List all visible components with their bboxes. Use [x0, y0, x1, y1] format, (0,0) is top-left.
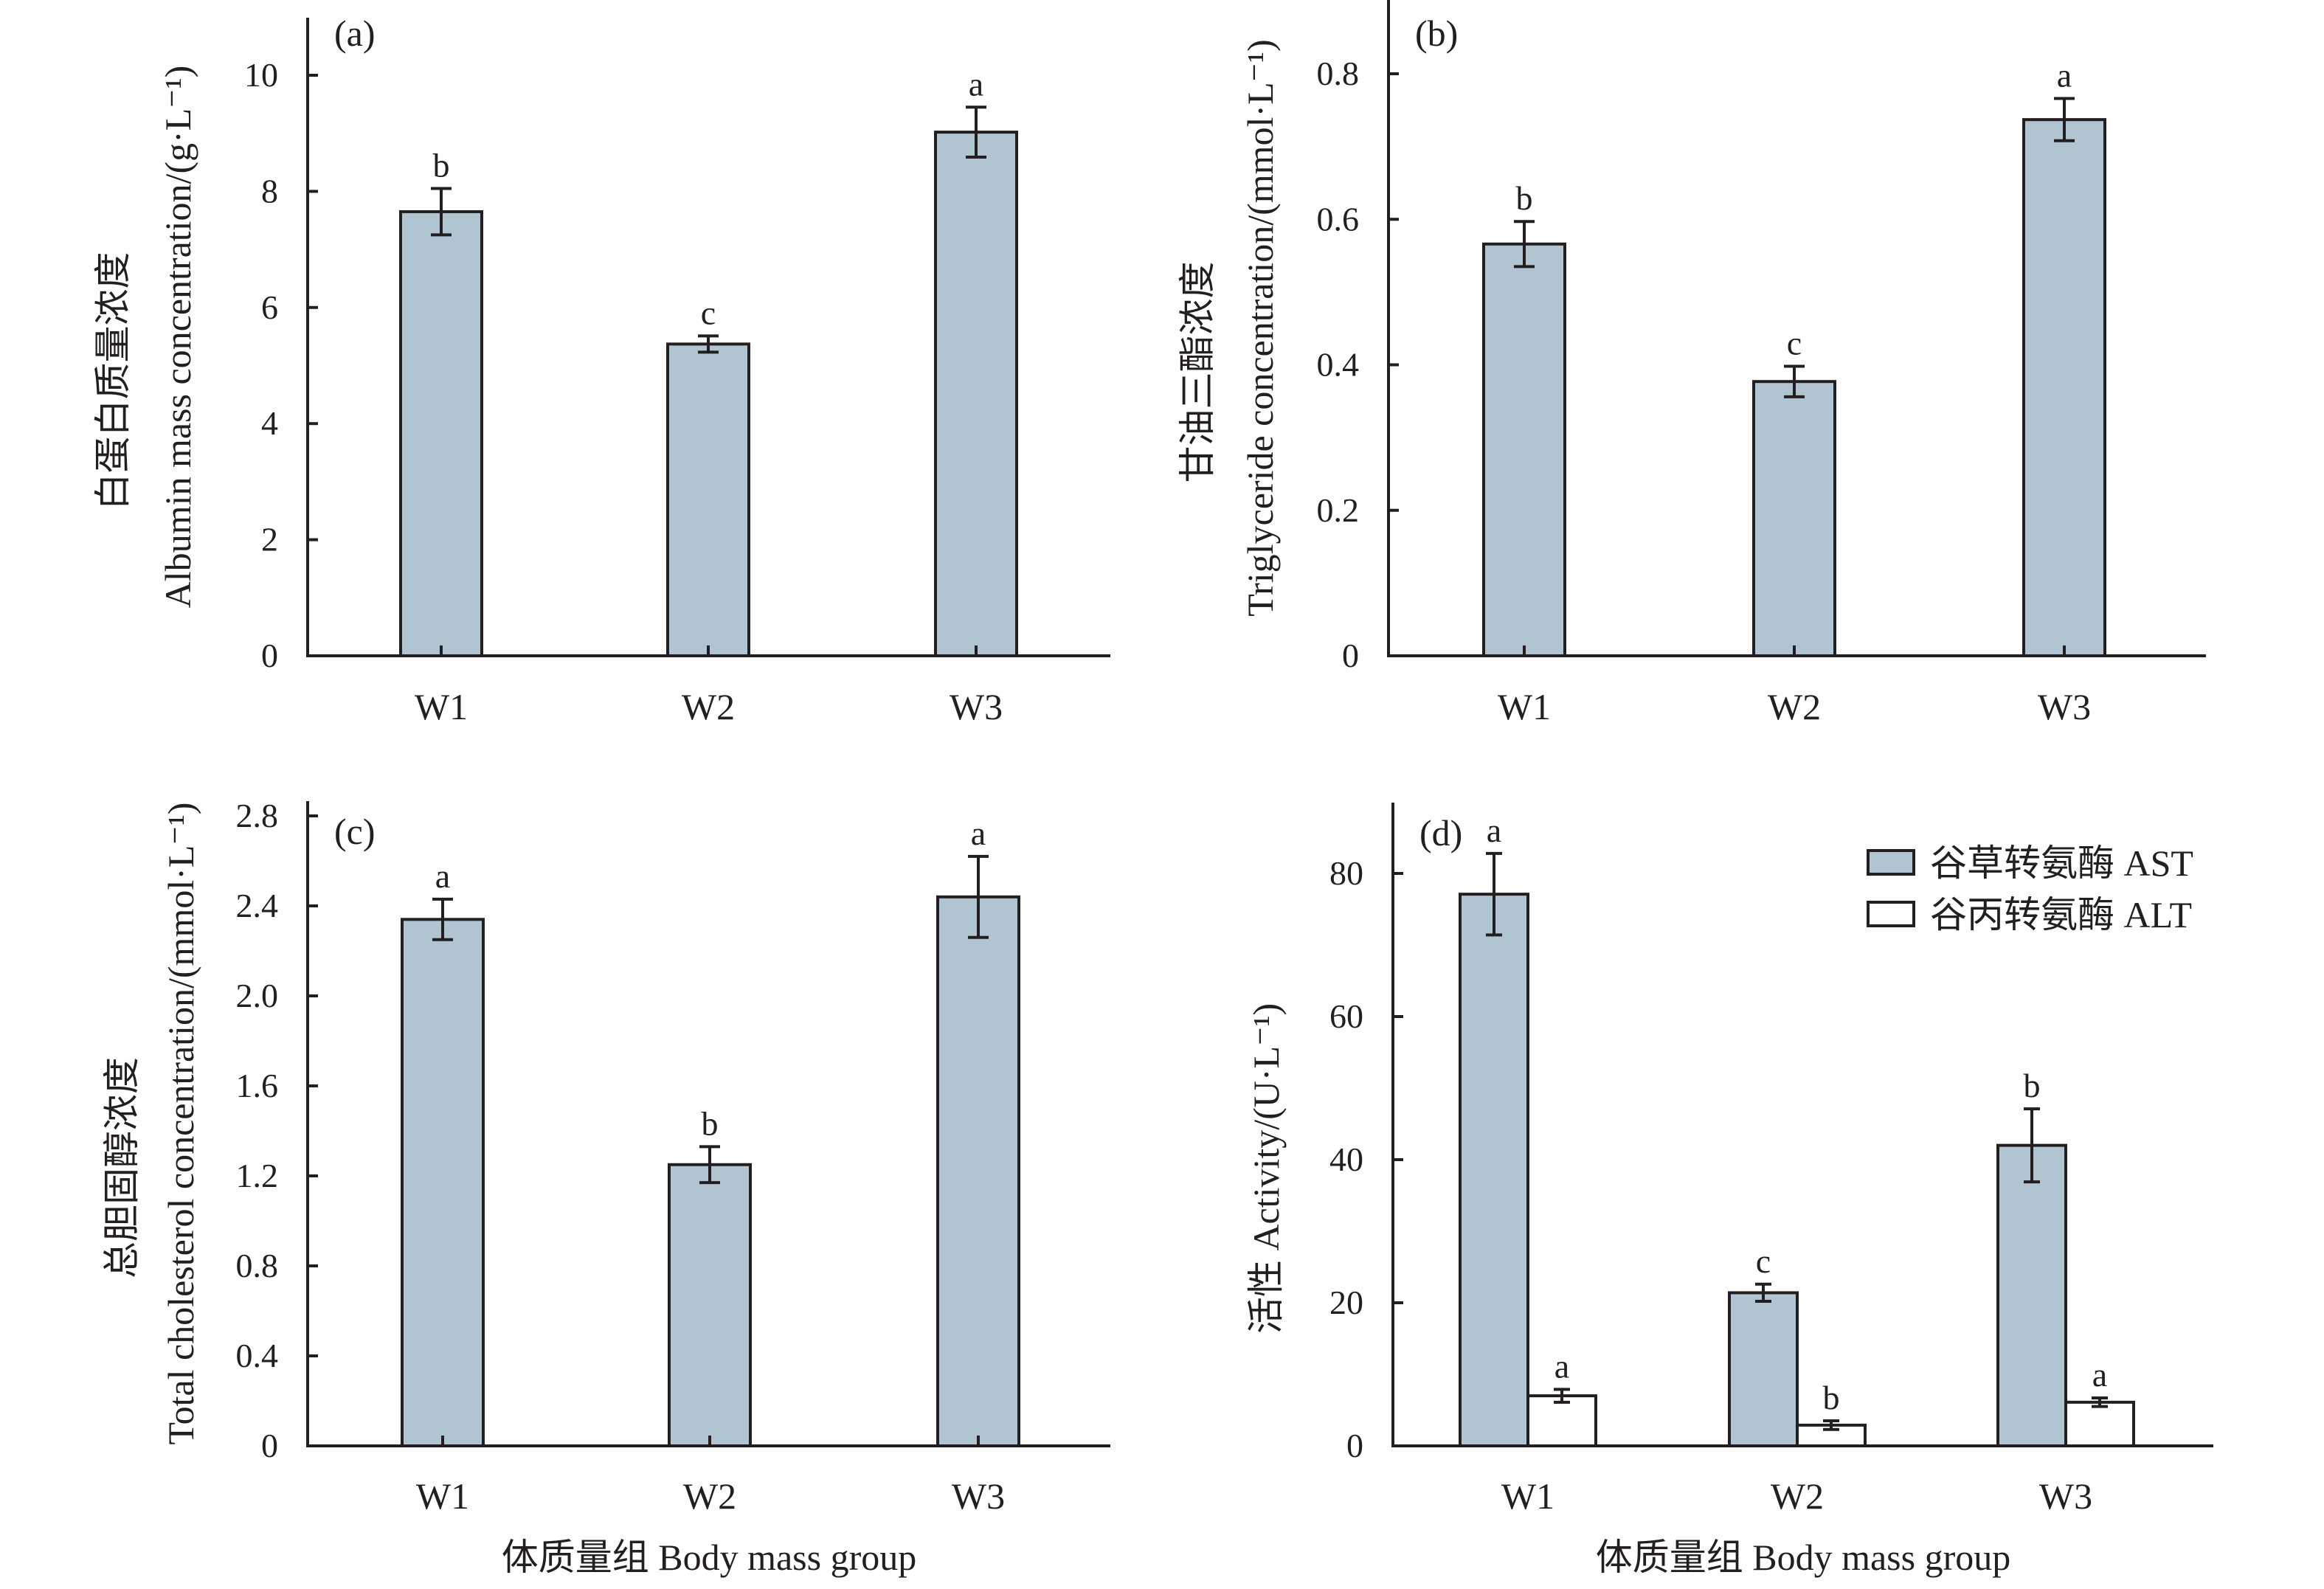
- bar: [668, 1163, 752, 1447]
- legend-label: 谷草转氨酶 AST: [1930, 842, 2193, 884]
- bar: [1482, 242, 1566, 658]
- y-axis-title-cn: 白蛋白质量浓度: [92, 252, 134, 510]
- x-tick-label: W3: [950, 686, 1003, 727]
- y-tick-label: 2: [261, 521, 278, 558]
- y-tick-label: 8: [261, 172, 278, 210]
- significance-label: a: [1487, 811, 1501, 849]
- bar: [1752, 380, 1836, 658]
- y-tick-label: 10: [244, 56, 278, 94]
- y-tick-label: 0.8: [1317, 55, 1360, 92]
- bar: [1459, 893, 1529, 1447]
- bar: [1996, 1143, 2067, 1447]
- significance-label: c: [1787, 324, 1802, 361]
- y-tick-label: 0.6: [1317, 200, 1360, 238]
- significance-label: c: [701, 294, 716, 331]
- x-tick-label: W1: [415, 686, 468, 727]
- panel-a: 0 2 4 6 8 10 (a) 白蛋白质量浓度 Albumin mass concentrat…: [92, 13, 1110, 727]
- significance-label: c: [1756, 1242, 1771, 1280]
- x-tick-label: W2: [683, 1475, 736, 1517]
- bar: [1728, 1291, 1799, 1448]
- panel-d: 0 20 40 60 80 (d) 活性 Activity/(U·L⁻¹) W1 W2 W3 体质量…: [1245, 803, 2213, 1578]
- y-tick-label: 0: [261, 1427, 278, 1464]
- significance-label: a: [971, 814, 986, 852]
- y-axis-title-cn: 总胆固醇浓度: [101, 1057, 142, 1278]
- legend: 谷草转氨酶 AST 谷丙转氨酶 ALT: [1867, 842, 2193, 935]
- y-axis-title-en: Albumin mass concentration/(g·L⁻¹): [157, 66, 198, 609]
- bar: [666, 342, 750, 657]
- x-tick-label: W2: [1768, 686, 1821, 727]
- x-tick-label: W1: [416, 1475, 469, 1517]
- legend-swatch: [1867, 849, 1915, 876]
- y-tick-label: 20: [1329, 1284, 1363, 1321]
- y-tick-label: 80: [1329, 854, 1363, 892]
- panel-label: (c): [334, 811, 376, 852]
- y-axis-title-cn: 甘油三酯浓度: [1177, 262, 1218, 483]
- bar: [2064, 1400, 2135, 1447]
- y-tick-label: 0.2: [1317, 491, 1360, 529]
- y-tick-label: 0.4: [1317, 346, 1360, 384]
- significance-label: a: [1554, 1347, 1569, 1385]
- y-tick-label: 1.6: [236, 1067, 279, 1104]
- significance-label: a: [2092, 1356, 2107, 1394]
- x-tick-label: W1: [1498, 686, 1551, 727]
- y-tick-label: 40: [1329, 1140, 1363, 1178]
- y-tick-label: 6: [261, 288, 278, 326]
- significance-label: a: [2057, 57, 2072, 94]
- x-axis-title: 体质量组 Body mass group: [502, 1537, 917, 1578]
- y-axis-title-en: Activity/(U·L⁻¹): [1245, 1003, 1287, 1251]
- panel-label: (b): [1415, 13, 1458, 54]
- y-tick-label: 4: [261, 404, 278, 442]
- panel-c: 0 0.4 0.8 1.2 1.6 2.0 2.4 2.8 (c) 总胆固醇浓度 Total cho…: [101, 797, 1110, 1578]
- y-tick-label: 1.2: [236, 1157, 279, 1194]
- bar: [2022, 118, 2106, 658]
- y-tick-label: 0: [1346, 1427, 1363, 1464]
- x-tick-label: W3: [2038, 686, 2091, 727]
- significance-label: b: [702, 1104, 719, 1142]
- significance-label: b: [2024, 1067, 2041, 1104]
- legend-swatch: [1867, 901, 1915, 927]
- y-axis-title: 活性 Activity/(U·L⁻¹): [1245, 1003, 1287, 1334]
- x-tick-label: W3: [952, 1475, 1005, 1517]
- panel-b: 0 0.2 0.4 0.6 0.8 (b) 甘油三酯浓度 Triglyceride conce…: [1177, 0, 2206, 727]
- y-axis-title-en: Total cholesterol concentration/(mmol·L⁻…: [160, 803, 201, 1445]
- y-tick-label: 0.8: [236, 1247, 279, 1284]
- y-tick-label: 0: [261, 637, 278, 674]
- bar: [936, 895, 1020, 1448]
- bar: [399, 210, 483, 657]
- panel-label: (a): [334, 13, 376, 54]
- y-axis-title-en: Triglyceride concentration/(mmol·L⁻¹): [1239, 39, 1281, 616]
- y-tick-label: 2.4: [236, 887, 279, 924]
- significance-label: b: [1823, 1379, 1840, 1416]
- y-tick-label: 0: [1342, 637, 1359, 674]
- legend-label: 谷丙转氨酶 ALT: [1930, 894, 2192, 935]
- panel-label: (d): [1419, 812, 1462, 854]
- x-tick-label: W1: [1501, 1475, 1554, 1517]
- significance-label: b: [433, 146, 450, 184]
- x-tick-label: W2: [1771, 1475, 1824, 1517]
- bar: [401, 918, 485, 1448]
- y-tick-label: 2.8: [236, 797, 279, 834]
- bar: [934, 131, 1018, 658]
- significance-label: b: [1516, 179, 1533, 217]
- x-tick-label: W2: [682, 686, 735, 727]
- x-axis-title: 体质量组 Body mass group: [1596, 1537, 2011, 1578]
- y-axis-title-cn: 活性: [1245, 1251, 1287, 1334]
- y-tick-label: 60: [1329, 997, 1363, 1035]
- y-tick-label: 2.0: [236, 977, 279, 1014]
- significance-label: a: [969, 65, 983, 103]
- x-tick-label: W3: [2039, 1475, 2092, 1517]
- significance-label: a: [435, 857, 450, 895]
- y-tick-label: 0.4: [236, 1337, 279, 1374]
